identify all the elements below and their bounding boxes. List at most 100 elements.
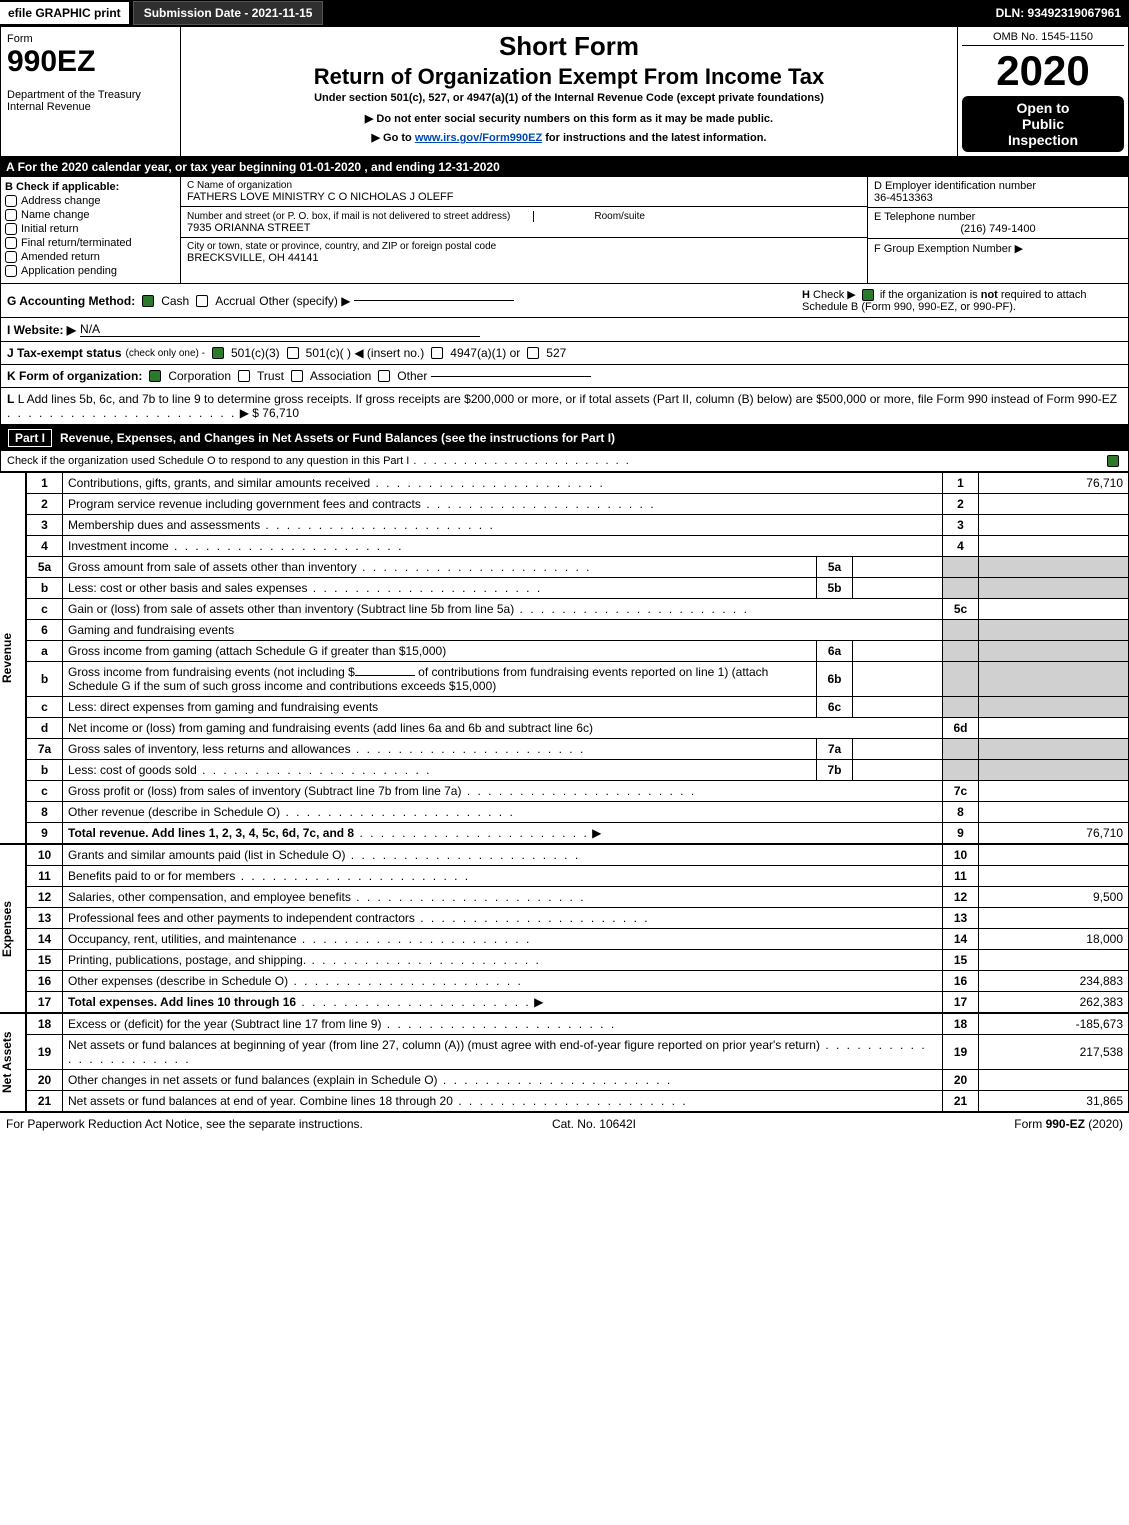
line-3-amt xyxy=(979,515,1129,536)
line-1-desc: Contributions, gifts, grants, and simila… xyxy=(68,476,370,490)
section-d-e-f: D Employer identification number 36-4513… xyxy=(868,177,1128,283)
line-6a-grey xyxy=(943,641,979,662)
line-8-num: 8 xyxy=(27,802,63,823)
footer-right-prefix: Form xyxy=(1014,1117,1045,1131)
checkbox-association[interactable] xyxy=(291,370,303,382)
city-label: City or town, state or province, country… xyxy=(187,241,861,252)
line-15-desc: Printing, publications, postage, and shi… xyxy=(68,953,306,967)
line-5b-grey-amt xyxy=(979,578,1129,599)
checkbox-527[interactable] xyxy=(527,347,539,359)
label-corporation: Corporation xyxy=(168,369,231,383)
line-17-amt: 262,383 xyxy=(979,992,1129,1013)
line-11-num: 11 xyxy=(27,866,63,887)
checkbox-other-org[interactable] xyxy=(378,370,390,382)
checkbox-4947a1[interactable] xyxy=(431,347,443,359)
group-arrow-icon: ▶ xyxy=(1015,243,1023,255)
phone-label: E Telephone number xyxy=(874,211,1122,223)
checkbox-application-pending[interactable] xyxy=(5,265,17,277)
line-4-ref: 4 xyxy=(943,536,979,557)
line-20-desc: Other changes in net assets or fund bala… xyxy=(68,1073,438,1087)
omb-number: OMB No. 1545-1150 xyxy=(962,31,1124,46)
form-word: Form xyxy=(7,33,174,45)
line-3-ref: 3 xyxy=(943,515,979,536)
line-15-ref: 15 xyxy=(943,950,979,971)
line-14-num: 14 xyxy=(27,929,63,950)
line-16-desc: Other expenses (describe in Schedule O) xyxy=(68,974,288,988)
header-center: Short Form Return of Organization Exempt… xyxy=(181,27,958,156)
line-19-amt: 217,538 xyxy=(979,1035,1129,1070)
line-6d-desc: Net income or (loss) from gaming and fun… xyxy=(68,721,593,735)
line-6d-ref: 6d xyxy=(943,718,979,739)
line-12-amt: 9,500 xyxy=(979,887,1129,908)
line-3-desc: Membership dues and assessments xyxy=(68,518,260,532)
line-7c-ref: 7c xyxy=(943,781,979,802)
checkbox-h-not-required[interactable] xyxy=(862,289,874,301)
line-6b-desc1: Gross income from fundraising events (no… xyxy=(68,665,355,679)
website-value: N/A xyxy=(80,322,480,337)
line-6c-num: c xyxy=(27,697,63,718)
part-i-title: Revenue, Expenses, and Changes in Net As… xyxy=(60,431,615,445)
line-6-grey-amt xyxy=(979,620,1129,641)
checkbox-initial-return[interactable] xyxy=(5,223,17,235)
checkbox-final-return[interactable] xyxy=(5,237,17,249)
section-b: B Check if applicable: Address change Na… xyxy=(1,177,181,283)
checkbox-address-change[interactable] xyxy=(5,195,17,207)
form-number: 990EZ xyxy=(7,45,174,79)
line-2-amt xyxy=(979,494,1129,515)
line-4-amt xyxy=(979,536,1129,557)
line-13-amt xyxy=(979,908,1129,929)
label-amended-return: Amended return xyxy=(21,251,100,263)
line-7a-grey xyxy=(943,739,979,760)
line-5b-grey xyxy=(943,578,979,599)
checkbox-corporation[interactable] xyxy=(149,370,161,382)
other-specify-field[interactable] xyxy=(354,300,514,301)
revenue-table: 1Contributions, gifts, grants, and simil… xyxy=(26,472,1129,844)
line-9-ref: 9 xyxy=(943,823,979,844)
street-value: 7935 ORIANNA STREET xyxy=(187,222,861,234)
line-15-amt xyxy=(979,950,1129,971)
line-7a-sub: 7a xyxy=(817,739,853,760)
line-18-num: 18 xyxy=(27,1014,63,1035)
line-10-num: 10 xyxy=(27,845,63,866)
checkbox-cash[interactable] xyxy=(142,295,154,307)
line-6-grey xyxy=(943,620,979,641)
checkbox-trust[interactable] xyxy=(238,370,250,382)
checkbox-schedule-o-part-i[interactable] xyxy=(1107,455,1119,467)
ein-label: D Employer identification number xyxy=(874,180,1122,192)
footer-cat-no: Cat. No. 10642I xyxy=(552,1117,636,1131)
label-final-return: Final return/terminated xyxy=(21,237,132,249)
line-6b-num: b xyxy=(27,662,63,697)
line-6-num: 6 xyxy=(27,620,63,641)
line-l-text: L Add lines 5b, 6c, and 7b to line 9 to … xyxy=(18,392,1117,406)
dln: DLN: 93492319067961 xyxy=(988,2,1129,24)
line-21-ref: 21 xyxy=(943,1091,979,1112)
checkbox-accrual[interactable] xyxy=(196,295,208,307)
ein-value: 36-4513363 xyxy=(874,192,1122,204)
checkbox-501c-other[interactable] xyxy=(287,347,299,359)
net-assets-section: Net Assets 18Excess or (deficit) for the… xyxy=(0,1013,1129,1112)
label-cash: Cash xyxy=(161,294,189,308)
line-18-desc: Excess or (deficit) for the year (Subtra… xyxy=(68,1017,381,1031)
label-trust: Trust xyxy=(257,369,284,383)
checkbox-amended-return[interactable] xyxy=(5,251,17,263)
line-5c-desc: Gain or (loss) from sale of assets other… xyxy=(68,602,514,616)
revenue-vertical-label: Revenue xyxy=(0,472,26,844)
line-2-num: 2 xyxy=(27,494,63,515)
line-6b-sub: 6b xyxy=(817,662,853,697)
part-i-check-note: Check if the organization used Schedule … xyxy=(0,451,1129,472)
checkbox-name-change[interactable] xyxy=(5,209,17,221)
other-org-field[interactable] xyxy=(431,376,591,377)
checkbox-501c3[interactable] xyxy=(212,347,224,359)
line-a-text: For the 2020 calendar year, or tax year … xyxy=(18,160,500,174)
department: Department of the Treasury Internal Reve… xyxy=(7,89,174,113)
line-6b-blank[interactable] xyxy=(355,675,415,676)
goto-link[interactable]: www.irs.gov/Form990EZ xyxy=(415,132,542,144)
line-7b-num: b xyxy=(27,760,63,781)
line-11-amt xyxy=(979,866,1129,887)
top-bar: efile GRAPHIC print Submission Date - 20… xyxy=(0,0,1129,26)
line-19-num: 19 xyxy=(27,1035,63,1070)
short-form-title: Short Form xyxy=(187,31,951,62)
line-5c-ref: 5c xyxy=(943,599,979,620)
room-suite-label: Room/suite xyxy=(533,211,645,222)
line-16-amt: 234,883 xyxy=(979,971,1129,992)
